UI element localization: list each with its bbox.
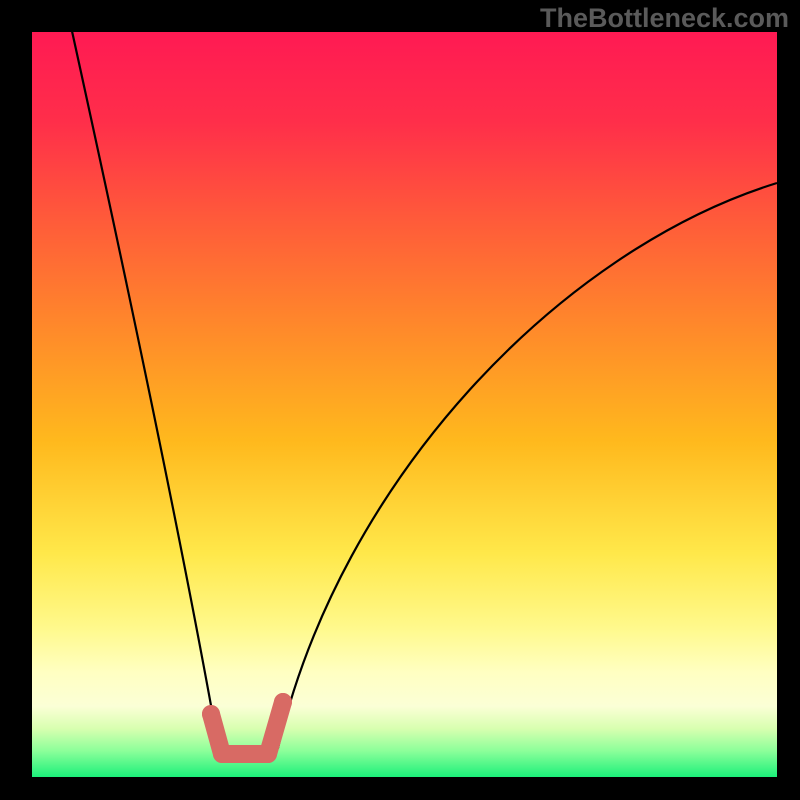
highlight-end-dot — [274, 693, 292, 711]
plot-background — [32, 32, 777, 777]
highlight-end-dot — [202, 705, 220, 723]
watermark-text: TheBottleneck.com — [540, 3, 789, 34]
chart-svg — [0, 0, 800, 800]
